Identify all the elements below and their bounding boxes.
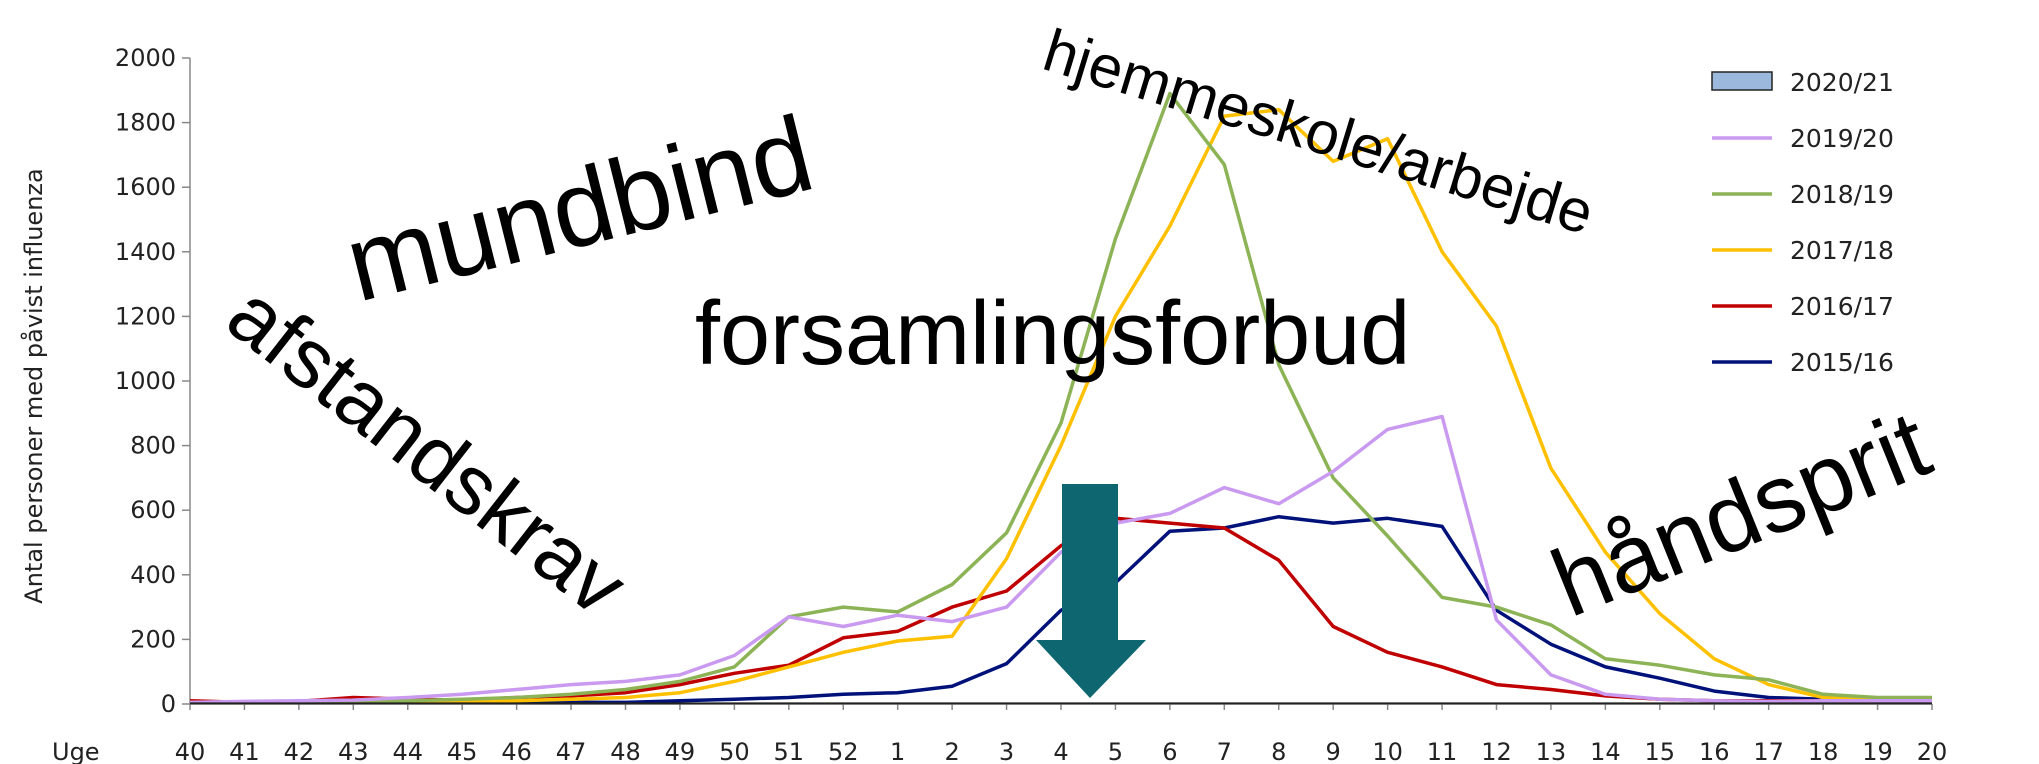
x-tick-label: 11	[1427, 738, 1458, 764]
x-tick-label: 52	[828, 738, 859, 764]
x-tick-label: 20	[1917, 738, 1948, 764]
legend-label: 2015/16	[1790, 348, 1894, 377]
x-tick-label: 43	[338, 738, 369, 764]
x-tick-label: 2	[944, 738, 959, 764]
y-axis: 0 200 400 600 800 1000 1200 1400 1600 1800 2000	[115, 44, 191, 718]
legend-swatch	[1711, 71, 1773, 91]
y-tick-label: 600	[130, 496, 176, 524]
x-tick-label: 46	[501, 738, 532, 764]
x-tick-label: 18	[1808, 738, 1839, 764]
y-tick-label: 400	[130, 561, 176, 589]
x-tick-label: 19	[1862, 738, 1893, 764]
y-tick-label: 1600	[115, 173, 176, 201]
legend: 2020/21 2019/20 2018/19 2017/18 2016/17 2015/…	[1711, 68, 1894, 377]
legend-label: 2019/20	[1790, 124, 1894, 153]
x-tick-label: 3	[999, 738, 1014, 764]
x-tick-label: 42	[284, 738, 315, 764]
x-tick-label: 4	[1053, 738, 1068, 764]
x-tick-label: 15	[1645, 738, 1676, 764]
x-tick-label: 1	[890, 738, 905, 764]
overlay-forsamlingsforbud: forsamlingsforbud	[695, 284, 1410, 384]
x-tick-label: 17	[1753, 738, 1784, 764]
legend-label: 2017/18	[1790, 236, 1894, 265]
series-line-2017-18	[190, 107, 1933, 705]
y-tick-label: 1000	[115, 367, 176, 395]
x-tick-label: 6	[1162, 738, 1177, 764]
x-tick-label: 50	[719, 738, 750, 764]
x-tick-label: 10	[1372, 738, 1403, 764]
x-axis-label: Uge	[52, 738, 100, 764]
y-axis-label: Antal personer med påvist influenza	[19, 168, 48, 603]
x-tick-label: 8	[1271, 738, 1286, 764]
x-tick-label: 14	[1590, 738, 1621, 764]
legend-label: 2018/19	[1790, 180, 1894, 209]
x-tick-label: 47	[556, 738, 587, 764]
y-tick-label: 1200	[115, 302, 176, 330]
series-line-2019-20	[189, 414, 1932, 705]
down-arrow-icon	[1036, 484, 1146, 698]
x-tick-label: 41	[229, 738, 260, 764]
y-tick-label: 200	[130, 625, 176, 653]
x-tick-label: 45	[447, 738, 478, 764]
legend-label: 2016/17	[1790, 292, 1894, 321]
x-tick-label: 13	[1536, 738, 1567, 764]
y-tick-label: 800	[130, 432, 176, 460]
x-tick-label: 40	[175, 738, 206, 764]
overlay-afstandskrav: afstandskrav	[211, 266, 644, 633]
x-tick-label: 5	[1108, 738, 1123, 764]
x-tick-label: 12	[1481, 738, 1512, 764]
series-line-2018-19	[190, 91, 1932, 705]
y-tick-label: 1800	[115, 109, 176, 137]
x-tick-label: 7	[1217, 738, 1232, 764]
legend-label: 2020/21	[1790, 68, 1894, 97]
x-axis: 40 41 42 43 44 45 46 47 48 49 50 51 52 1 2 3 4 5 6 7 8 9 10 11 1…	[175, 703, 1948, 764]
y-tick-label: 0	[161, 690, 176, 718]
y-tick-label: 1400	[115, 238, 176, 266]
x-tick-label: 51	[774, 738, 805, 764]
x-tick-label: 44	[392, 738, 423, 764]
x-tick-label: 9	[1326, 738, 1341, 764]
x-tick-label: 49	[665, 738, 696, 764]
overlay-hjemmeskole-arbejde: hjemmeskole/arbejde	[1036, 16, 1601, 247]
x-tick-label: 48	[610, 738, 641, 764]
x-tick-label: 16	[1699, 738, 1730, 764]
series-lines	[189, 91, 1933, 705]
y-tick-label: 2000	[115, 44, 176, 72]
overlay-handsprit: håndsprit	[1538, 390, 1944, 637]
